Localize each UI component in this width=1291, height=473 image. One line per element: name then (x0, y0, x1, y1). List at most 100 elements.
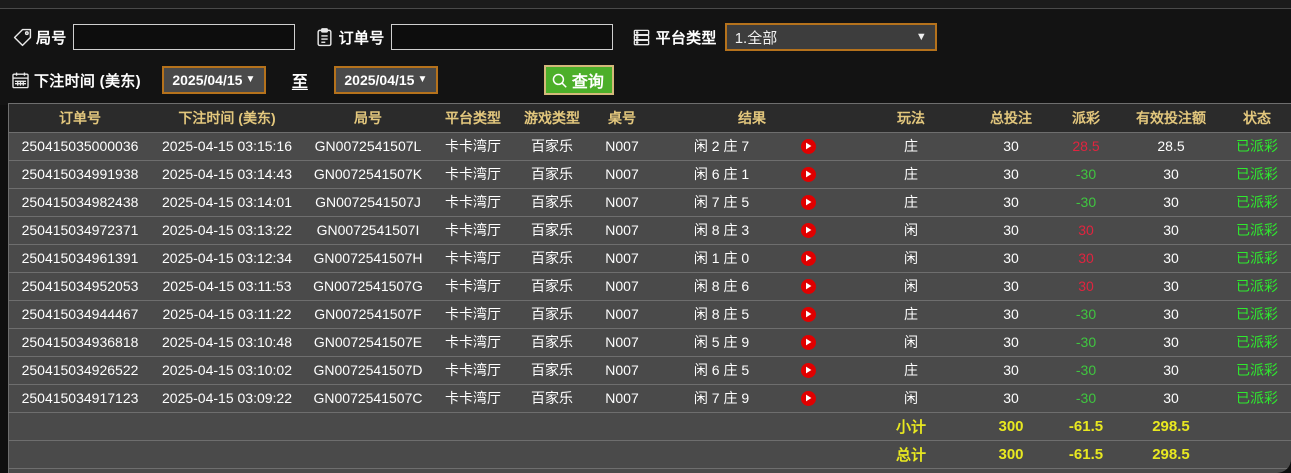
records-table-container: 订单号 下注时间 (美东) 局号 平台类型 游戏类型 桌号 结果 玩法 总投注 … (8, 103, 1291, 473)
cell-play: 闲 (851, 272, 971, 301)
platform-type-select[interactable]: 1.全部 ▼ (724, 23, 937, 51)
cell-total-bet: 30 (971, 272, 1051, 301)
cell-valid-bet: 30 (1121, 244, 1221, 273)
cell-table-no: N007 (591, 132, 653, 161)
cell-game-type: 百家乐 (513, 244, 591, 273)
order-no-input[interactable] (390, 24, 613, 50)
cell-summary-total-bet: 300 (971, 412, 1051, 441)
play-replay-icon[interactable] (800, 138, 816, 154)
cell-game-no: GN0072541507G (303, 272, 433, 301)
col-header-result[interactable]: 结果 (653, 104, 851, 133)
cell-payout: 30 (1051, 272, 1121, 301)
game-no-label: 局号 (36, 29, 67, 47)
col-header-platform[interactable]: 平台类型 (433, 104, 513, 133)
play-replay-icon[interactable] (800, 362, 816, 378)
cell-game-no: GN0072541507L (303, 132, 433, 161)
window-top-strip (0, 0, 1291, 9)
bet-time-from-datepicker[interactable]: 2025/04/15 ▼ (161, 66, 266, 94)
cell-empty (303, 412, 433, 441)
cell-status: 已派彩 (1221, 384, 1291, 413)
cell-status: 已派彩 (1221, 272, 1291, 301)
cell-empty (513, 440, 591, 469)
col-header-payout[interactable]: 派彩 (1051, 104, 1121, 133)
col-header-order-no[interactable]: 订单号 (9, 104, 151, 133)
play-replay-icon[interactable] (800, 166, 816, 182)
cell-total-bet: 30 (971, 356, 1051, 385)
play-replay-icon[interactable] (800, 222, 816, 238)
search-button[interactable]: 查询 (543, 65, 614, 95)
status-badge: 已派彩 (1236, 362, 1278, 378)
cell-valid-bet: 30 (1121, 188, 1221, 217)
cell-play: 庄 (851, 356, 971, 385)
bet-time-to-datepicker[interactable]: 2025/04/15 ▼ (333, 66, 438, 94)
cell-total-bet: 30 (971, 244, 1051, 273)
cell-result: 闲 7 庄 9 (653, 384, 851, 413)
cell-result: 闲 8 庄 5 (653, 300, 851, 329)
col-header-table-no[interactable]: 桌号 (591, 104, 653, 133)
cell-empty (151, 412, 303, 441)
table-row[interactable]: 250415034926522 2025-04-15 03:10:02 GN0072… (9, 356, 1291, 385)
play-replay-icon[interactable] (800, 390, 816, 406)
game-no-input[interactable] (72, 24, 295, 50)
table-summary-row: 总计 300 -61.5 298.5 (9, 440, 1291, 469)
col-header-play[interactable]: 玩法 (851, 104, 971, 133)
table-row[interactable]: 250415034936818 2025-04-15 03:10:48 GN0072… (9, 328, 1291, 357)
table-row[interactable]: 250415034961391 2025-04-15 03:12:34 GN0072… (9, 244, 1291, 273)
col-header-status[interactable]: 状态 (1221, 104, 1291, 133)
col-header-bet-time[interactable]: 下注时间 (美东) (151, 104, 303, 133)
col-header-game-no[interactable]: 局号 (303, 104, 433, 133)
chevron-down-icon: ▼ (915, 31, 927, 43)
cell-total-bet: 30 (971, 216, 1051, 245)
table-row[interactable]: 250415034944467 2025-04-15 03:11:22 GN0072… (9, 300, 1291, 329)
play-replay-icon[interactable] (800, 194, 816, 210)
cell-payout: -30 (1051, 160, 1121, 189)
cell-bet-time: 2025-04-15 03:12:34 (151, 244, 303, 273)
cell-play: 闲 (851, 216, 971, 245)
cell-valid-bet: 30 (1121, 216, 1221, 245)
table-header-row: 订单号 下注时间 (美东) 局号 平台类型 游戏类型 桌号 结果 玩法 总投注 … (9, 104, 1291, 133)
table-row[interactable]: 250415034982438 2025-04-15 03:14:01 GN0072… (9, 188, 1291, 217)
cell-game-no: GN0072541507F (303, 300, 433, 329)
result-text: 闲 8 庄 5 (693, 306, 750, 322)
order-no-field-group: 订单号 (315, 24, 613, 50)
cell-platform: 卡卡湾厅 (433, 300, 513, 329)
cell-platform: 卡卡湾厅 (433, 160, 513, 189)
play-replay-icon[interactable] (800, 334, 816, 350)
cell-result: 闲 2 庄 7 (653, 132, 851, 161)
col-header-total-bet[interactable]: 总投注 (971, 104, 1051, 133)
status-badge: 已派彩 (1236, 222, 1278, 238)
cell-platform: 卡卡湾厅 (433, 272, 513, 301)
cell-empty (653, 412, 851, 441)
play-replay-icon[interactable] (800, 250, 816, 266)
clipboard-icon (315, 27, 335, 47)
cell-total-bet: 30 (971, 300, 1051, 329)
table-row[interactable]: 250415034972371 2025-04-15 03:13:22 GN0072… (9, 216, 1291, 245)
col-header-valid-bet[interactable]: 有效投注额 (1121, 104, 1221, 133)
table-row[interactable]: 250415034917123 2025-04-15 03:09:22 GN0072… (9, 384, 1291, 413)
cell-valid-bet: 30 (1121, 384, 1221, 413)
cell-play: 庄 (851, 188, 971, 217)
cell-valid-bet: 30 (1121, 356, 1221, 385)
result-text: 闲 8 庄 3 (693, 222, 750, 238)
cell-empty (151, 440, 303, 469)
cell-game-type: 百家乐 (513, 328, 591, 357)
cell-empty (433, 412, 513, 441)
cell-result: 闲 8 庄 6 (653, 272, 851, 301)
table-row[interactable]: 250415034952053 2025-04-15 03:11:53 GN0072… (9, 272, 1291, 301)
play-replay-icon[interactable] (800, 306, 816, 322)
play-replay-icon[interactable] (800, 278, 816, 294)
cell-order-no: 250415034926522 (9, 356, 151, 385)
table-row[interactable]: 250415035000036 2025-04-15 03:15:16 GN0072… (9, 132, 1291, 161)
cell-game-type: 百家乐 (513, 216, 591, 245)
cell-game-no: GN0072541507K (303, 160, 433, 189)
cell-game-type: 百家乐 (513, 132, 591, 161)
cell-platform: 卡卡湾厅 (433, 384, 513, 413)
order-no-label: 订单号 (338, 29, 385, 47)
col-header-game-type[interactable]: 游戏类型 (513, 104, 591, 133)
cell-valid-bet: 28.5 (1121, 132, 1221, 161)
cell-game-type: 百家乐 (513, 272, 591, 301)
table-row[interactable]: 250415034991938 2025-04-15 03:14:43 GN0072… (9, 160, 1291, 189)
cell-game-no: GN0072541507J (303, 188, 433, 217)
result-text: 闲 8 庄 6 (693, 278, 750, 294)
records-table: 订单号 下注时间 (美东) 局号 平台类型 游戏类型 桌号 结果 玩法 总投注 … (9, 104, 1291, 469)
